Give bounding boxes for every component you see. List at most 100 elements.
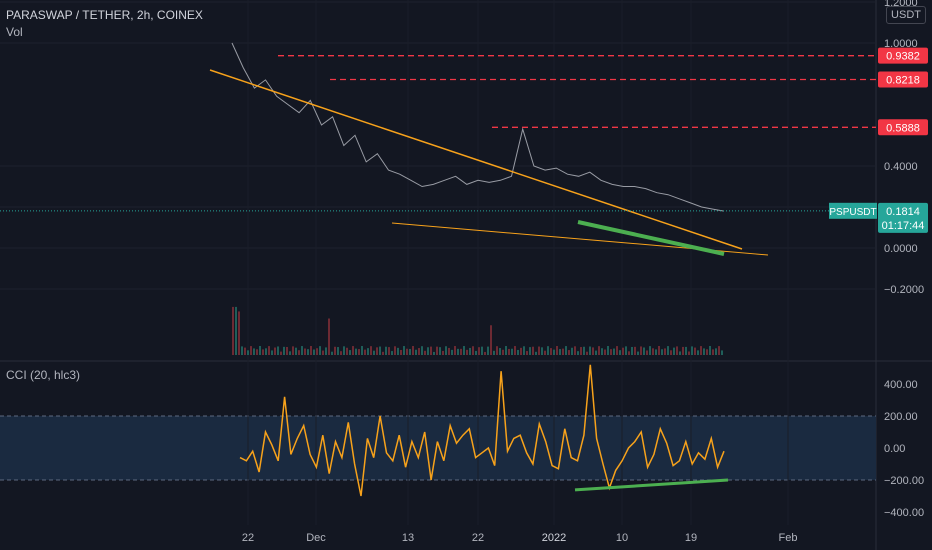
- volume-bar: [664, 348, 666, 355]
- volume-bar: [391, 351, 393, 355]
- volume-bar: [439, 347, 441, 355]
- volume-bar: [406, 348, 408, 355]
- volume-bar: [613, 348, 615, 355]
- volume-bar: [487, 346, 489, 355]
- volume-bar: [655, 349, 657, 355]
- volume-bar: [574, 346, 576, 355]
- volume-bar: [241, 346, 243, 355]
- volume-bar: [652, 348, 654, 355]
- volume-bar: [568, 350, 570, 355]
- volume-bar: [307, 349, 309, 355]
- volume-bar: [526, 351, 528, 355]
- volume-bar: [490, 325, 492, 355]
- resistance-tag: [878, 47, 928, 64]
- volume-bar: [343, 346, 345, 355]
- resistance-tag-label: 0.5888: [886, 122, 920, 134]
- volume-bar: [379, 346, 381, 355]
- volume-bar: [421, 346, 423, 355]
- volume-bar: [679, 351, 681, 355]
- volume-bar: [604, 349, 606, 355]
- volume-bar: [610, 349, 612, 355]
- cci-label: CCI (20, hlc3): [6, 368, 81, 382]
- volume-bar: [256, 349, 258, 355]
- cci-band: [0, 416, 876, 480]
- volume-bar: [325, 347, 327, 355]
- volume-bar: [556, 346, 558, 355]
- volume-bar: [424, 350, 426, 355]
- volume-bar: [580, 347, 582, 355]
- volume-bar: [709, 346, 711, 355]
- volume-bar: [430, 346, 432, 355]
- volume-bar: [634, 346, 636, 355]
- volume-bar: [442, 350, 444, 355]
- volume-bar: [376, 347, 378, 355]
- volume-bar: [247, 350, 249, 355]
- volume-bar: [274, 347, 276, 355]
- volume-bar: [697, 350, 699, 355]
- volume-bar: [631, 346, 633, 355]
- volume-bar: [394, 346, 396, 355]
- volume-bar: [565, 346, 567, 355]
- x-tick-label: 19: [685, 532, 697, 544]
- price-tick-label: 1.2000: [884, 0, 918, 9]
- volume-bar: [466, 349, 468, 355]
- volume-bar: [598, 346, 600, 355]
- cci-divergence-line: [574, 478, 729, 492]
- price-series-line: [231, 42, 725, 212]
- volume-bar: [475, 350, 477, 355]
- currency-button[interactable]: USDT: [886, 6, 926, 24]
- volume-bar: [541, 347, 543, 355]
- volume-bar: [706, 349, 708, 355]
- volume-bar: [400, 349, 402, 355]
- volume-bar: [721, 350, 723, 355]
- volume-bar: [535, 351, 537, 355]
- volume-bar: [493, 350, 495, 355]
- volume-bar: [382, 351, 384, 355]
- symbol-title: PARASWAP / TETHER, 2h, COINEX: [6, 8, 203, 22]
- volume-bar: [463, 346, 465, 355]
- volume-bar: [478, 347, 480, 355]
- volume-bar: [286, 346, 288, 355]
- volume-bar: [244, 347, 246, 355]
- volume-bar: [334, 346, 336, 355]
- volume-bar: [592, 347, 594, 355]
- volume-bar: [595, 350, 597, 355]
- volume-bar: [298, 350, 300, 355]
- volume-bar: [589, 346, 591, 355]
- volume-bar: [670, 350, 672, 355]
- countdown-label: 01:17:44: [882, 220, 925, 232]
- volume-bar: [673, 347, 675, 355]
- volume-bar: [544, 350, 546, 355]
- volume-bar: [682, 346, 684, 355]
- x-tick-label: Dec: [306, 532, 326, 544]
- price-tag-label: 0.1814: [886, 206, 920, 218]
- volume-bar: [496, 346, 498, 355]
- volume-bar: [451, 349, 453, 355]
- x-tick-label: 22: [242, 532, 254, 544]
- support-highlight: [577, 220, 725, 256]
- x-tick-label: 2022: [542, 532, 566, 544]
- volume-bar: [625, 346, 627, 355]
- cci-tick-label: −400.00: [884, 507, 924, 519]
- volume-bar: [292, 346, 294, 355]
- volume-bar: [271, 350, 273, 355]
- volume-bar: [289, 351, 291, 355]
- volume-bar: [418, 348, 420, 355]
- volume-bar: [316, 348, 318, 355]
- x-tick-label: 13: [402, 532, 414, 544]
- volume-bar: [601, 348, 603, 355]
- volume-bar: [646, 350, 648, 355]
- volume-bar: [409, 348, 411, 355]
- volume-bar: [322, 350, 324, 355]
- cci-tick-label: 0.00: [884, 443, 905, 455]
- volume-bar: [502, 349, 504, 355]
- volume-bar: [460, 348, 462, 355]
- volume-bar: [523, 346, 525, 355]
- volume-bar: [586, 351, 588, 355]
- resistance-tag: [878, 71, 928, 88]
- volume-bar: [607, 346, 609, 355]
- volume-bar: [667, 346, 669, 355]
- volume-bar: [283, 346, 285, 355]
- volume-bar: [370, 346, 372, 355]
- volume-bar: [649, 346, 651, 355]
